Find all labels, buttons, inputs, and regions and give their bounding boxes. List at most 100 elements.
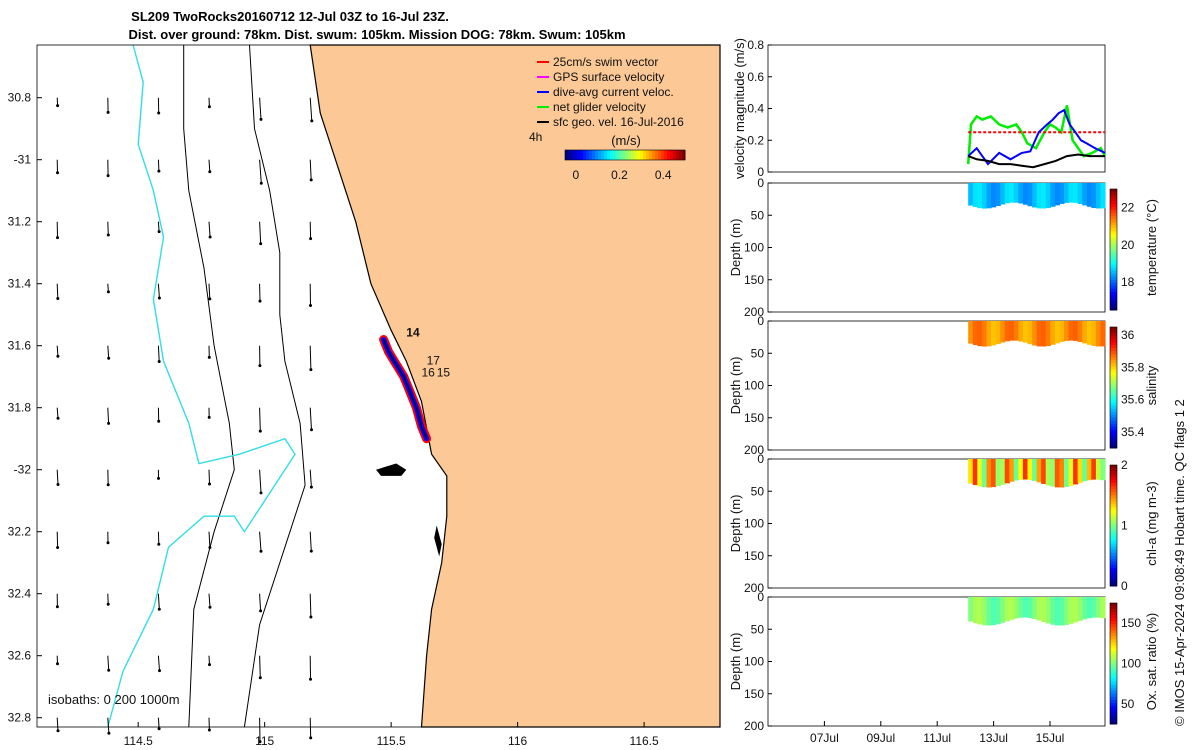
velocity-arrow (107, 345, 110, 359)
map-y-tick-label: -32 (14, 463, 32, 477)
heatmap-cell (1091, 597, 1097, 618)
panel-colorbar-cell (1110, 645, 1117, 649)
velocity-arrow-head (107, 356, 111, 360)
panel-colorbar-cell (1110, 405, 1117, 410)
velocity-arrow-head (258, 676, 262, 680)
velocity-arrow (259, 407, 261, 432)
panel-colorbar-cell (1110, 357, 1117, 361)
velocity-arrow-head (310, 119, 314, 123)
velocity-arrow-head (259, 117, 263, 121)
depth-y-tick-label: 200 (744, 305, 764, 319)
map-x-tick-label: 115 (255, 734, 274, 748)
panel-colorbar-cell (1110, 288, 1117, 293)
depth-ylabel: Depth (m) (728, 219, 743, 277)
velocity-arrow-head (258, 429, 262, 433)
colorbar-cell (628, 150, 632, 160)
velocity-arrow-head (259, 181, 263, 185)
map-y-tick-label: 31.2 (8, 215, 32, 229)
heatmap-cell (1073, 459, 1079, 485)
panel-colorbar-cell (1110, 441, 1117, 446)
velocity-arrow (259, 593, 262, 611)
panel-colorbar-cell (1110, 552, 1117, 557)
panel-colorbar-cell (1110, 636, 1117, 640)
velocity-y-tick-label: 0.6 (747, 70, 764, 84)
heatmap-cell (1068, 321, 1074, 341)
heatmap-cell (1082, 597, 1088, 620)
colorbar-cell (661, 150, 665, 160)
panel-colorbar-cell (1110, 429, 1117, 434)
panel-colorbar-cell (1110, 696, 1117, 701)
colorbar-cell (616, 150, 620, 160)
heatmap-cell (1064, 459, 1070, 487)
map-y-tick-label: 30.8 (8, 91, 32, 105)
velocity-arrow (56, 345, 59, 357)
panel-colorbar-cell (1110, 375, 1117, 379)
panel-colorbar-cell (1110, 225, 1117, 229)
panel-colorbar-cell (1110, 303, 1117, 308)
velocity-arrow-head (106, 290, 110, 294)
colorbar-cell (658, 150, 662, 160)
colorbar-cell (667, 150, 671, 160)
map-x-tick-label: 115.5 (377, 734, 406, 748)
colorbar-frame (564, 149, 686, 161)
panel-colorbar-cell (1110, 583, 1117, 587)
colorbar-cell (598, 150, 602, 160)
panel-colorbar-cell (1110, 684, 1117, 689)
panel-colorbar-cell (1110, 213, 1117, 217)
panel-colorbar-frame (1109, 188, 1118, 311)
heatmap-cell (1073, 597, 1079, 623)
velocity-y-tick-label: 0 (757, 165, 764, 179)
velocity-arrow (56, 283, 59, 299)
time-tick-label: 13Jul (979, 731, 1008, 745)
heatmap-cell (1050, 183, 1056, 207)
panel-colorbar-cell (1110, 396, 1117, 401)
colorbar-cell (583, 150, 587, 160)
panel-colorbar-cell (1110, 291, 1117, 296)
panel-colorbar-cell (1110, 198, 1117, 202)
heatmap-cell (991, 459, 997, 488)
depth-y-tick-label: 200 (744, 581, 764, 595)
panel-colorbar-cell (1110, 297, 1117, 302)
heatmap-cell (981, 597, 988, 626)
panel-colorbar-cell (1110, 630, 1117, 634)
heatmap-cell (972, 459, 978, 486)
panel-colorbar-cell (1110, 465, 1117, 469)
heatmap-cell (968, 459, 974, 484)
map-frame (36, 44, 721, 728)
depth-y-tick-label: 50 (751, 208, 765, 222)
panel-colorbar-cell (1110, 366, 1117, 370)
map-x-tick-label: 114.5 (124, 734, 153, 748)
velocity-ylabel: velocity magnitude (m/s) (732, 38, 747, 179)
heatmap-cell (1059, 459, 1065, 488)
panel-colorbar-cell (1110, 390, 1117, 394)
depth-y-tick-label: 100 (744, 655, 764, 669)
colorbar-cell (625, 150, 629, 160)
panel-colorbar-cell (1110, 621, 1117, 625)
heatmap-cell (1073, 183, 1079, 203)
depth-y-tick-label: 50 (751, 484, 765, 498)
panel-colorbar-cell (1110, 258, 1117, 263)
panel-colorbar-tick: 35.8 (1121, 360, 1145, 374)
panel-colorbar-cell (1110, 681, 1117, 686)
colorbar-cell (613, 150, 617, 160)
panel-colorbar-tick: 35.6 (1121, 393, 1145, 407)
panel-colorbar-cell (1110, 555, 1117, 560)
velocity-arrow-head (56, 416, 60, 420)
panel-colorbar-cell (1110, 507, 1117, 511)
heatmap-cell (968, 183, 974, 206)
map-isobaths (107, 44, 306, 728)
depth-y-tick-label: 100 (744, 379, 764, 393)
heatmap-cell (986, 321, 992, 347)
heatmap-cell (1091, 183, 1097, 208)
legend-entry: dive-avg current veloc. (553, 85, 674, 99)
heatmap-cell (1036, 459, 1042, 483)
time-tick-label: 09Jul (866, 731, 895, 745)
panel-colorbar-cell (1110, 408, 1117, 413)
legend-entry: sfc geo. vel. 16-Jul-2016 (553, 115, 684, 129)
velocity-arrow-head (157, 542, 161, 546)
panel-colorbar-cell (1110, 228, 1117, 232)
velocity-arrow (259, 655, 261, 678)
heatmap-cell (1004, 597, 1010, 622)
